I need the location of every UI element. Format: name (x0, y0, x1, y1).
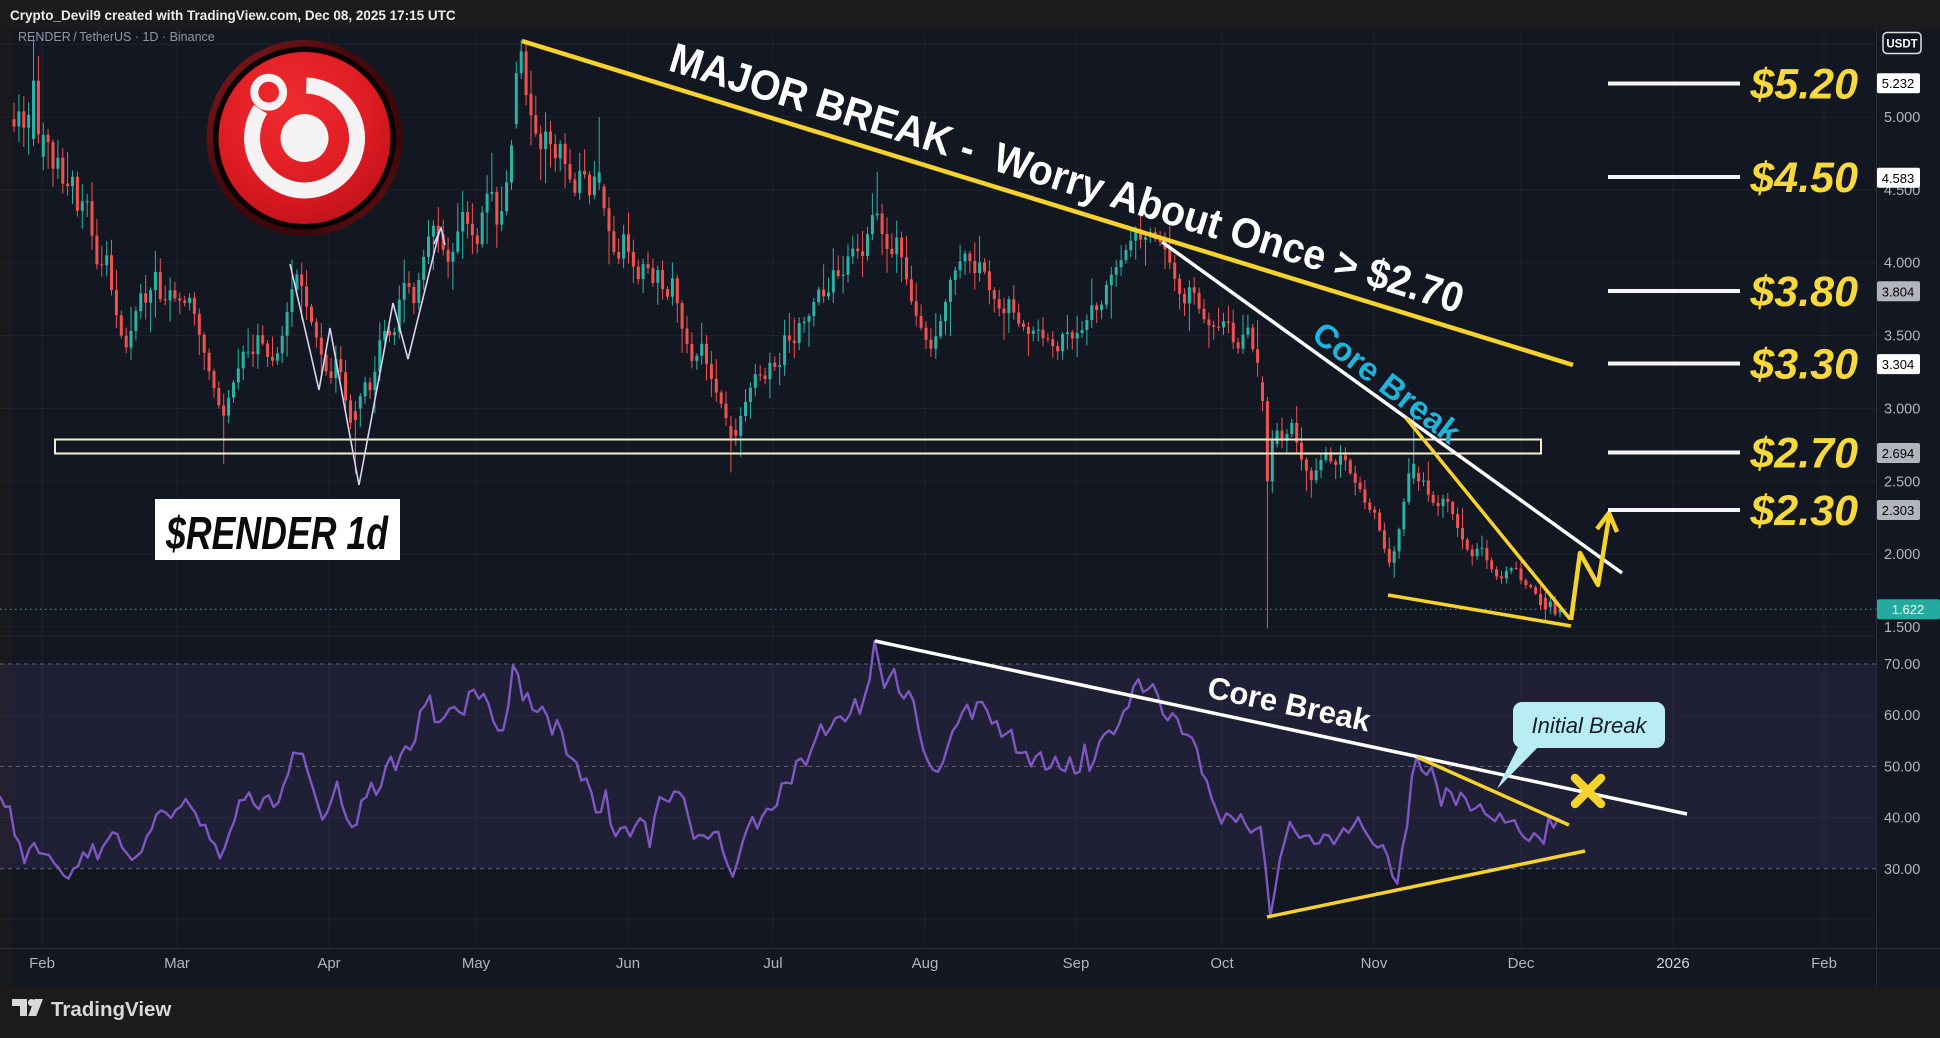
svg-text:$5.20: $5.20 (1749, 61, 1858, 109)
svg-text:2.500: 2.500 (1884, 474, 1920, 490)
svg-text:50.00: 50.00 (1884, 759, 1920, 775)
svg-text:May: May (462, 955, 491, 972)
svg-text:Apr: Apr (317, 955, 340, 972)
svg-text:5.000: 5.000 (1884, 110, 1920, 126)
svg-text:Nov: Nov (1361, 955, 1388, 972)
svg-text:Initial Break: Initial Break (1532, 713, 1648, 738)
svg-text:1.622: 1.622 (1892, 602, 1925, 617)
svg-text:70.00: 70.00 (1884, 657, 1920, 673)
svg-text:2.303: 2.303 (1882, 503, 1915, 518)
svg-text:2.694: 2.694 (1882, 446, 1915, 461)
svg-text:$2.70: $2.70 (1749, 430, 1858, 478)
svg-text:Sep: Sep (1063, 955, 1090, 972)
svg-text:$3.80: $3.80 (1749, 268, 1858, 316)
svg-text:4.000: 4.000 (1884, 256, 1920, 272)
svg-text:30.00: 30.00 (1884, 862, 1920, 878)
svg-text:3.804: 3.804 (1882, 284, 1915, 299)
svg-text:USDT: USDT (1886, 39, 1917, 51)
svg-text:Oct: Oct (1210, 955, 1234, 972)
svg-text:3.304: 3.304 (1882, 357, 1915, 372)
svg-text:Jul: Jul (763, 955, 782, 972)
svg-text:3.500: 3.500 (1884, 329, 1920, 345)
svg-text:1.500: 1.500 (1884, 620, 1920, 636)
svg-text:TradingView: TradingView (51, 998, 171, 1021)
svg-text:Jun: Jun (616, 955, 640, 972)
svg-text:$2.30: $2.30 (1749, 487, 1858, 535)
svg-text:Feb: Feb (1811, 955, 1837, 972)
svg-text:Aug: Aug (912, 955, 939, 972)
svg-text:Dec: Dec (1508, 955, 1535, 972)
svg-text:RENDER / TetherUS · 1D · Binan: RENDER / TetherUS · 1D · Binance (18, 30, 215, 44)
svg-text:2.000: 2.000 (1884, 547, 1920, 563)
svg-text:5.232: 5.232 (1882, 76, 1915, 91)
svg-text:Feb: Feb (29, 955, 55, 972)
svg-text:40.00: 40.00 (1884, 811, 1920, 827)
svg-text:$RENDER 1d: $RENDER 1d (165, 507, 388, 559)
svg-text:4.583: 4.583 (1882, 171, 1915, 186)
svg-text:Crypto_Devil9 created with Tra: Crypto_Devil9 created with TradingView.c… (10, 8, 456, 23)
svg-text:Mar: Mar (164, 955, 190, 972)
svg-text:$4.50: $4.50 (1749, 154, 1858, 202)
svg-text:$3.30: $3.30 (1749, 341, 1858, 389)
svg-text:3.000: 3.000 (1884, 401, 1920, 417)
svg-text:60.00: 60.00 (1884, 708, 1920, 724)
svg-text:2026: 2026 (1656, 955, 1689, 972)
